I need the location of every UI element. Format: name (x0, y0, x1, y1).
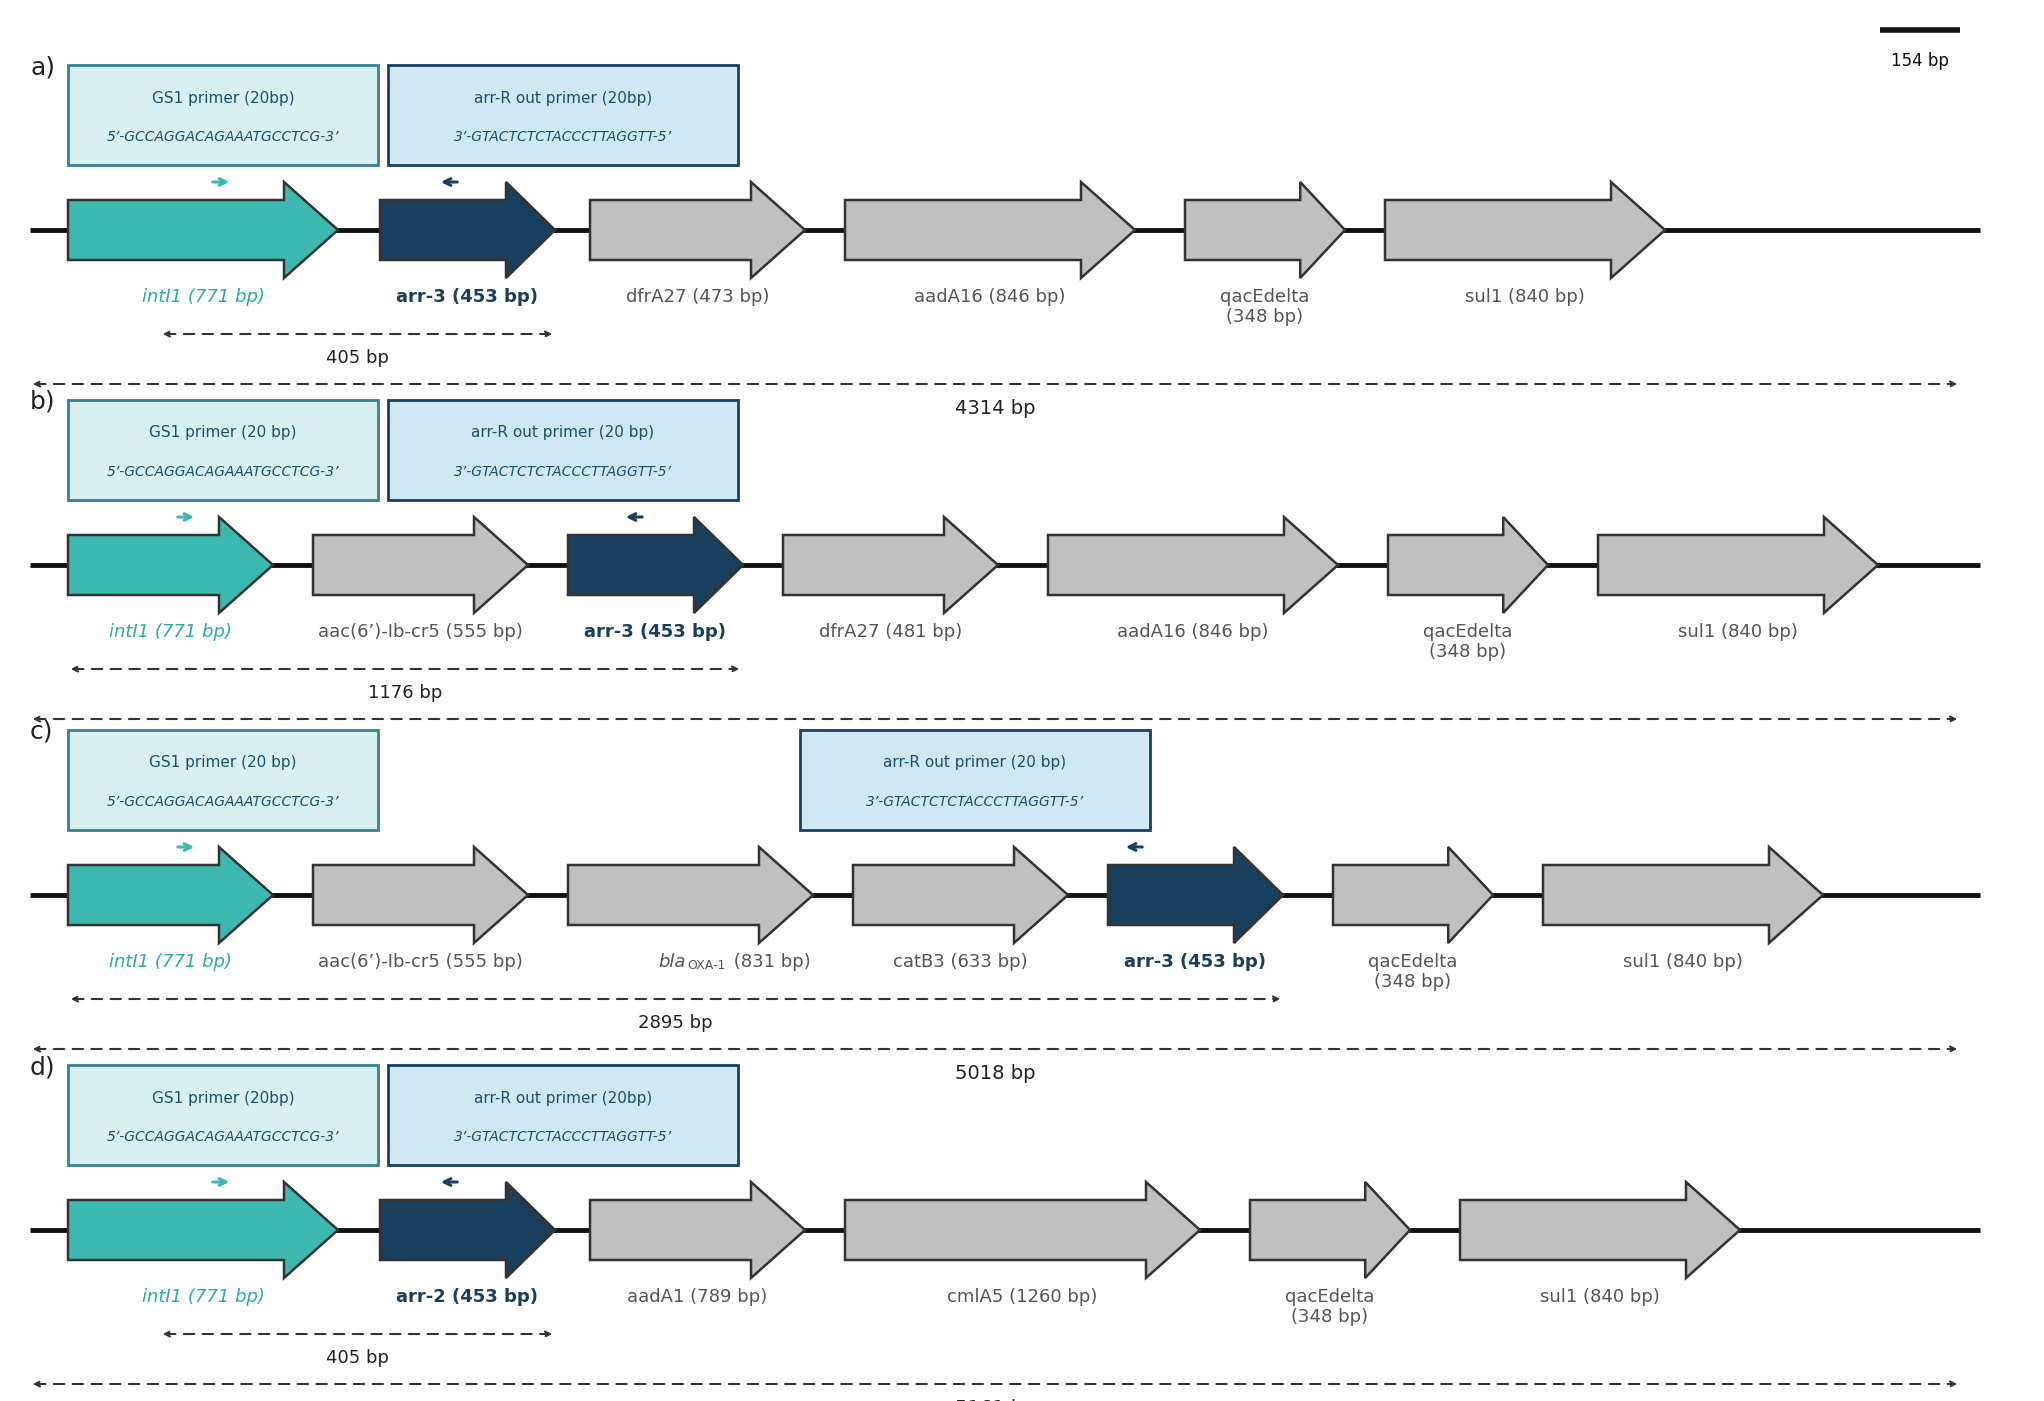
Text: 405 bp: 405 bp (325, 1349, 388, 1367)
Text: 3’-GTACTCTCTACCCTTAGGTT-5’: 3’-GTACTCTCTACCCTTAGGTT-5’ (867, 794, 1083, 808)
Text: qacEdelta: qacEdelta (1367, 953, 1457, 971)
Text: intI1 (771 bp): intI1 (771 bp) (108, 623, 231, 642)
Text: GS1 primer (20bp): GS1 primer (20bp) (151, 91, 294, 105)
Text: qacEdelta: qacEdelta (1220, 289, 1310, 305)
Text: 154 bp: 154 bp (1891, 52, 1948, 70)
Text: c): c) (31, 720, 53, 744)
Text: 4992 bp: 4992 bp (955, 734, 1034, 752)
Polygon shape (67, 1182, 337, 1278)
Text: GS1 primer (20 bp): GS1 primer (20 bp) (149, 755, 296, 771)
Polygon shape (313, 517, 527, 614)
Text: aac(6’)-Ib-cr5 (555 bp): aac(6’)-Ib-cr5 (555 bp) (319, 953, 523, 971)
Text: d): d) (31, 1055, 55, 1079)
Text: (348 bp): (348 bp) (1226, 308, 1304, 326)
Text: b): b) (31, 389, 55, 415)
Text: GS1 primer (20bp): GS1 primer (20bp) (151, 1090, 294, 1105)
Polygon shape (1459, 1182, 1739, 1278)
Text: (348 bp): (348 bp) (1429, 643, 1506, 661)
Text: aadA1 (789 bp): aadA1 (789 bp) (628, 1288, 769, 1306)
FancyBboxPatch shape (67, 730, 378, 829)
Text: qacEdelta: qacEdelta (1423, 623, 1513, 642)
Text: 3’-GTACTCTCTACCCTTAGGTT-5’: 3’-GTACTCTCTACCCTTAGGTT-5’ (454, 1131, 672, 1145)
Polygon shape (1386, 182, 1666, 277)
FancyBboxPatch shape (388, 64, 738, 165)
Text: GS1 primer (20 bp): GS1 primer (20 bp) (149, 426, 296, 440)
Text: 405 bp: 405 bp (325, 349, 388, 367)
Polygon shape (1333, 848, 1492, 943)
Polygon shape (313, 848, 527, 943)
Text: 5’-GCCAGGACAGAAATGCCTCG-3’: 5’-GCCAGGACAGAAATGCCTCG-3’ (106, 465, 339, 479)
Polygon shape (568, 848, 814, 943)
Text: 5161 bp: 5161 bp (955, 1400, 1036, 1401)
FancyBboxPatch shape (67, 64, 378, 165)
Text: arr-3 (453 bp): arr-3 (453 bp) (1124, 953, 1267, 971)
Text: 3’-GTACTCTCTACCCTTAGGTT-5’: 3’-GTACTCTCTACCCTTAGGTT-5’ (454, 465, 672, 479)
Polygon shape (380, 182, 556, 277)
Polygon shape (591, 182, 805, 277)
Polygon shape (1186, 182, 1345, 277)
Text: arr-R out primer (20 bp): arr-R out primer (20 bp) (883, 755, 1067, 771)
Text: intI1 (771 bp): intI1 (771 bp) (108, 953, 231, 971)
Polygon shape (591, 1182, 805, 1278)
Text: (831 bp): (831 bp) (728, 953, 811, 971)
FancyBboxPatch shape (67, 401, 378, 500)
Text: OXA-1: OXA-1 (687, 960, 726, 972)
Polygon shape (1388, 517, 1547, 614)
Text: 2895 bp: 2895 bp (638, 1014, 713, 1033)
Text: arr-3 (453 bp): arr-3 (453 bp) (397, 289, 538, 305)
Polygon shape (67, 182, 337, 277)
Text: intI1 (771 bp): intI1 (771 bp) (141, 289, 264, 305)
Text: arr-R out primer (20bp): arr-R out primer (20bp) (474, 1090, 652, 1105)
Polygon shape (844, 182, 1134, 277)
Polygon shape (1049, 517, 1339, 614)
Text: a): a) (31, 55, 55, 78)
Polygon shape (380, 1182, 556, 1278)
Text: dfrA27 (481 bp): dfrA27 (481 bp) (820, 623, 963, 642)
Text: 1176 bp: 1176 bp (368, 684, 442, 702)
Text: sul1 (840 bp): sul1 (840 bp) (1539, 1288, 1660, 1306)
Polygon shape (1251, 1182, 1410, 1278)
Text: arr-R out primer (20 bp): arr-R out primer (20 bp) (472, 426, 654, 440)
Text: arr-3 (453 bp): arr-3 (453 bp) (585, 623, 726, 642)
FancyBboxPatch shape (799, 730, 1151, 829)
Text: qacEdelta: qacEdelta (1286, 1288, 1376, 1306)
Text: sul1 (840 bp): sul1 (840 bp) (1466, 289, 1584, 305)
Text: dfrA27 (473 bp): dfrA27 (473 bp) (625, 289, 769, 305)
Text: arr-R out primer (20bp): arr-R out primer (20bp) (474, 91, 652, 105)
Text: aadA16 (846 bp): aadA16 (846 bp) (1118, 623, 1269, 642)
Text: 3’-GTACTCTCTACCCTTAGGTT-5’: 3’-GTACTCTCTACCCTTAGGTT-5’ (454, 130, 672, 144)
Polygon shape (852, 848, 1069, 943)
Text: (348 bp): (348 bp) (1292, 1309, 1369, 1325)
Polygon shape (844, 1182, 1200, 1278)
Text: (348 bp): (348 bp) (1374, 974, 1451, 991)
Text: 4314 bp: 4314 bp (955, 399, 1034, 417)
Text: 5’-GCCAGGACAGAAATGCCTCG-3’: 5’-GCCAGGACAGAAATGCCTCG-3’ (106, 1131, 339, 1145)
Text: intI1 (771 bp): intI1 (771 bp) (141, 1288, 264, 1306)
Polygon shape (67, 848, 274, 943)
Text: aadA16 (846 bp): aadA16 (846 bp) (914, 289, 1065, 305)
Text: sul1 (840 bp): sul1 (840 bp) (1678, 623, 1799, 642)
Polygon shape (1598, 517, 1878, 614)
Text: catB3 (633 bp): catB3 (633 bp) (893, 953, 1028, 971)
FancyBboxPatch shape (388, 1065, 738, 1166)
Text: 5’-GCCAGGACAGAAATGCCTCG-3’: 5’-GCCAGGACAGAAATGCCTCG-3’ (106, 130, 339, 144)
Polygon shape (1543, 848, 1823, 943)
Polygon shape (783, 517, 997, 614)
Text: arr-2 (453 bp): arr-2 (453 bp) (397, 1288, 538, 1306)
FancyBboxPatch shape (67, 1065, 378, 1166)
Text: 5’-GCCAGGACAGAAATGCCTCG-3’: 5’-GCCAGGACAGAAATGCCTCG-3’ (106, 794, 339, 808)
Text: aac(6’)-Ib-cr5 (555 bp): aac(6’)-Ib-cr5 (555 bp) (319, 623, 523, 642)
Text: 5018 bp: 5018 bp (955, 1063, 1034, 1083)
Text: cmlA5 (1260 bp): cmlA5 (1260 bp) (946, 1288, 1098, 1306)
Text: bla: bla (658, 953, 685, 971)
Text: sul1 (840 bp): sul1 (840 bp) (1623, 953, 1744, 971)
Polygon shape (568, 517, 744, 614)
Polygon shape (1108, 848, 1284, 943)
Polygon shape (67, 517, 274, 614)
FancyBboxPatch shape (388, 401, 738, 500)
